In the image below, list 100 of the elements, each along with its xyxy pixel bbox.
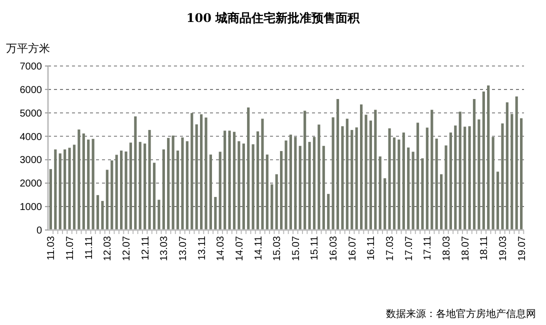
bar xyxy=(341,126,344,230)
bar xyxy=(158,200,160,230)
bar xyxy=(294,136,297,230)
bar xyxy=(256,131,260,230)
y-tick-label: 7000 xyxy=(20,62,42,72)
bar xyxy=(398,140,400,230)
x-tick-label: 11.03 xyxy=(46,236,58,260)
bar xyxy=(224,130,226,230)
x-tick-label: 17.07 xyxy=(404,236,415,262)
x-tick-label: 12.07 xyxy=(122,236,132,262)
bar xyxy=(242,144,245,230)
bar xyxy=(172,136,174,230)
bar xyxy=(214,196,217,230)
bar xyxy=(496,172,500,230)
bar xyxy=(378,156,382,230)
bar xyxy=(430,110,434,230)
bar xyxy=(440,174,443,230)
x-tick-label: 19.07 xyxy=(516,236,528,262)
x-tick-label: 13.03 xyxy=(159,236,170,262)
bar xyxy=(148,130,151,230)
bar xyxy=(360,104,363,230)
y-tick-label: 2000 xyxy=(20,178,42,190)
bar xyxy=(162,149,165,230)
y-tick-label: 3000 xyxy=(20,155,42,166)
y-tick-label: 6000 xyxy=(20,84,42,96)
bar xyxy=(138,142,142,230)
y-tick-label: 5000 xyxy=(20,108,42,120)
bar xyxy=(369,120,372,230)
bar xyxy=(72,144,76,230)
bar xyxy=(388,128,391,230)
bar xyxy=(364,114,368,230)
bar xyxy=(435,138,438,230)
bar xyxy=(280,151,283,230)
bar xyxy=(312,136,316,230)
bar xyxy=(487,85,490,230)
bar xyxy=(384,178,386,230)
bar xyxy=(238,141,240,230)
x-tick-label: 15.07 xyxy=(290,236,302,262)
bar xyxy=(284,140,288,230)
bar xyxy=(82,133,85,230)
x-tick-label: 15.11 xyxy=(310,236,321,260)
bar xyxy=(308,142,311,230)
bar xyxy=(176,150,180,230)
bar xyxy=(120,150,123,230)
bar xyxy=(96,195,100,230)
bar xyxy=(152,162,156,230)
bar xyxy=(228,130,231,230)
bar xyxy=(506,102,508,230)
x-tick-label: 15.03 xyxy=(272,236,284,262)
bar xyxy=(355,127,358,230)
bar xyxy=(186,141,188,230)
x-tick-label: 14.03 xyxy=(216,236,227,262)
bar xyxy=(454,126,457,230)
bar xyxy=(346,118,348,230)
x-tick-label: 16.03 xyxy=(328,236,340,262)
y-axis-title: 万平方米 xyxy=(6,42,50,55)
x-tick-label: 16.11 xyxy=(366,236,378,260)
y-tick-label: 4000 xyxy=(20,132,42,143)
bar xyxy=(444,145,448,230)
bar xyxy=(392,137,396,230)
bar xyxy=(449,132,452,230)
bar xyxy=(144,144,146,230)
x-tick-label: 13.07 xyxy=(178,236,189,262)
bar xyxy=(101,200,104,230)
bar xyxy=(270,184,274,230)
bar xyxy=(247,107,250,230)
x-tick-label: 19.03 xyxy=(498,236,509,262)
x-tick-label: 17.11 xyxy=(422,236,434,260)
bar xyxy=(261,118,264,230)
bar xyxy=(190,113,194,230)
bar xyxy=(289,134,292,230)
bar xyxy=(167,138,170,230)
x-tick-label: 12.11 xyxy=(140,236,152,260)
bar xyxy=(134,116,137,230)
bar xyxy=(492,136,494,230)
bar xyxy=(200,114,203,230)
bar xyxy=(87,140,90,230)
bar xyxy=(195,124,198,230)
bar xyxy=(54,149,57,230)
bar xyxy=(266,154,268,230)
bar xyxy=(304,110,306,230)
bar xyxy=(110,160,114,230)
bar xyxy=(482,92,485,230)
bar xyxy=(520,118,523,230)
bar xyxy=(232,132,236,230)
bar xyxy=(515,96,518,230)
bar xyxy=(68,148,71,230)
bar xyxy=(124,152,128,230)
bar xyxy=(322,146,325,230)
bar xyxy=(49,169,52,230)
bar xyxy=(115,154,118,230)
x-tick-label: 14.11 xyxy=(253,236,264,260)
bar xyxy=(58,153,62,230)
bar xyxy=(472,99,476,230)
y-tick-label: 0 xyxy=(36,226,42,236)
bar xyxy=(92,138,94,230)
bar xyxy=(332,117,334,230)
bar xyxy=(468,126,471,230)
bar xyxy=(416,122,420,230)
bar xyxy=(275,174,278,230)
